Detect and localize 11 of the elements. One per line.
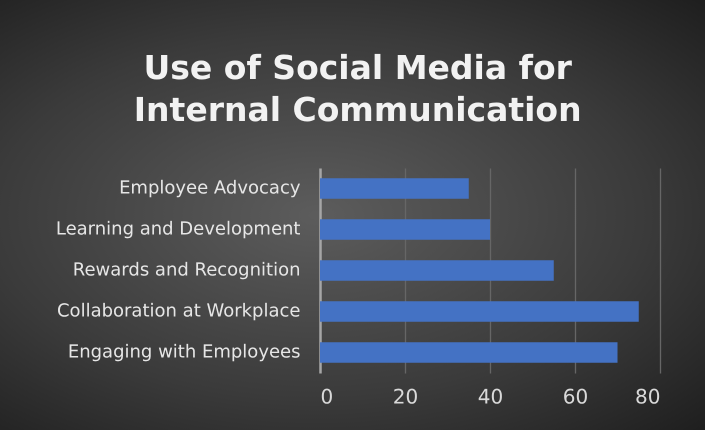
x-tick-label: 40 xyxy=(478,384,504,408)
y-tick-label: Collaboration at Workplace xyxy=(56,300,300,322)
y-tick-label: Rewards and Recognition xyxy=(72,260,300,280)
x-tick-label: 20 xyxy=(392,384,418,408)
y-tick-label: Engaging with Employees xyxy=(68,342,300,362)
y-tick-label: Learning and Development xyxy=(56,218,300,240)
x-tick-label: 80 xyxy=(635,384,660,408)
x-tick-label: 60 xyxy=(562,384,588,408)
chart-title: Use of Social Media for Internal Communication xyxy=(134,48,582,129)
y-tick-label: Employee Advocacy xyxy=(119,178,301,198)
x-tick-label: 0 xyxy=(320,384,334,408)
